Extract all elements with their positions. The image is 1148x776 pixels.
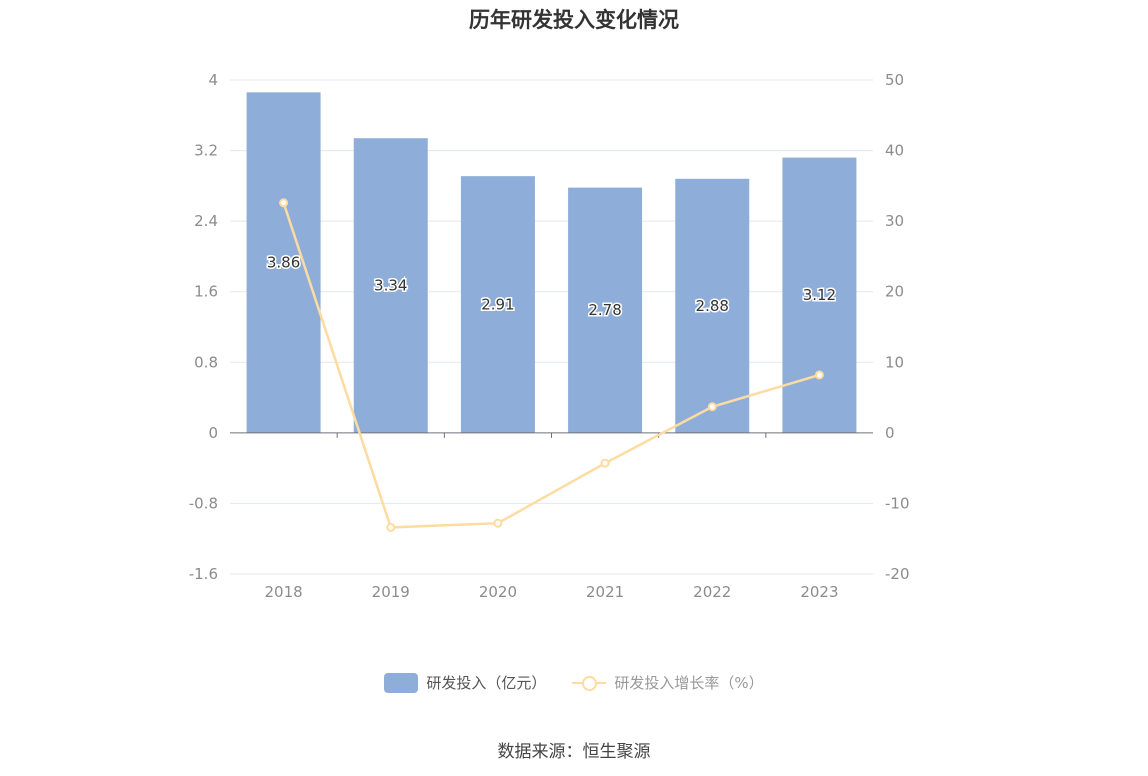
y-right-tick-label: 0: [885, 424, 895, 442]
y-right-tick-label: -10: [885, 494, 910, 512]
y-right-tick-label: 20: [885, 283, 904, 301]
bar-data-label: 3.12: [803, 286, 836, 304]
x-tick-label: 2018: [264, 583, 302, 601]
bar: [568, 187, 643, 433]
growth-rate-point: [386, 522, 396, 532]
bar-data-label: 2.78: [588, 301, 621, 319]
bar-data-label: 3.34: [374, 277, 407, 295]
legend-bar-swatch: [384, 672, 419, 693]
y-left-tick-label: 2.4: [194, 212, 218, 230]
growth-rate-point: [814, 370, 824, 380]
y-right-tick-label: 30: [885, 212, 904, 230]
y-right-tick-label: -20: [885, 565, 910, 583]
y-right-tick-label: 40: [885, 142, 904, 160]
y-right-tick-label: 10: [885, 353, 904, 371]
y-left-tick-label: 0: [208, 424, 218, 442]
x-tick-label: 2022: [693, 583, 731, 601]
legend-item-rd-investment[interactable]: 研发投入（亿元）: [384, 672, 546, 693]
y-left-tick-label: 0.8: [194, 353, 218, 371]
x-tick-label: 2023: [800, 583, 838, 601]
growth-rate-point: [493, 518, 503, 528]
legend-line-swatch: [572, 673, 607, 693]
bar: [460, 176, 535, 433]
bar-data-label: 2.91: [481, 296, 514, 314]
x-tick-label: 2019: [372, 583, 410, 601]
bar: [782, 157, 857, 433]
growth-rate-point: [279, 198, 289, 208]
bar: [353, 138, 428, 433]
growth-rate-line: [282, 202, 820, 529]
bar-data-label: 3.86: [267, 254, 300, 272]
bar-data-label: 2.88: [696, 297, 729, 315]
y-left-tick-label: -0.8: [189, 494, 218, 512]
legend: 研发投入（亿元） 研发投入增长率（%）: [0, 672, 1148, 693]
chart-title: 历年研发投入变化情况: [469, 8, 679, 32]
growth-rate-point: [600, 458, 610, 468]
bar: [675, 178, 750, 433]
x-tick-label: 2020: [479, 583, 517, 601]
y-left-tick-label: 4: [208, 71, 218, 89]
legend-item-growth-rate[interactable]: 研发投入增长率（%）: [572, 672, 764, 693]
bar: [246, 92, 321, 433]
x-tick-label: 2021: [586, 583, 624, 601]
growth-rate-point: [707, 402, 717, 412]
y-left-tick-label: 3.2: [194, 142, 218, 160]
legend-label-rd-investment: 研发投入（亿元）: [426, 674, 547, 692]
y-right-tick-label: 50: [885, 71, 904, 89]
data-source: 数据来源：恒生聚源: [497, 742, 651, 762]
legend-label-growth-rate: 研发投入增长率（%）: [614, 674, 764, 692]
y-left-tick-label: 1.6: [194, 283, 218, 301]
y-left-tick-label: -1.6: [189, 565, 218, 583]
